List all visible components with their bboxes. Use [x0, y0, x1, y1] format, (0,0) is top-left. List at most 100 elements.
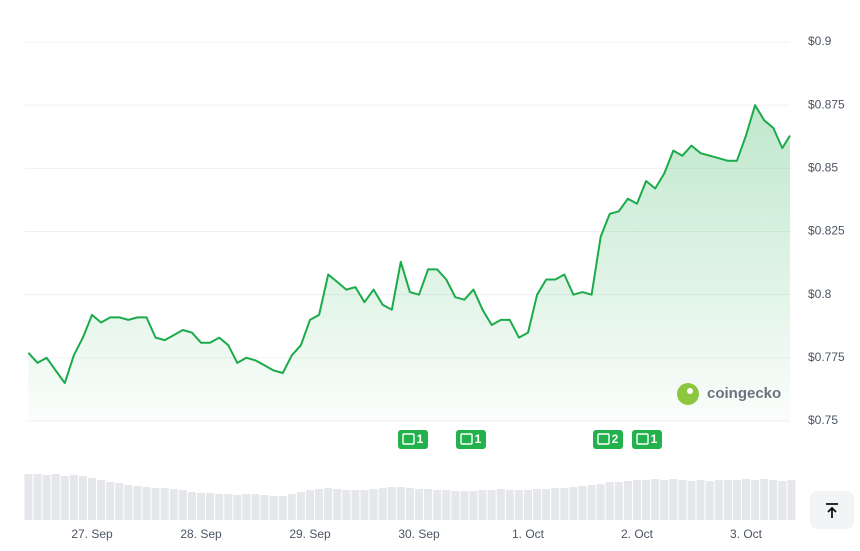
volume-bar [569, 487, 578, 520]
logo [677, 383, 699, 405]
volume [24, 474, 796, 520]
badge-count: 1 [475, 432, 482, 446]
y-tick-label: $0.85 [808, 161, 838, 175]
volume-bar [197, 493, 205, 520]
volume-bar [369, 489, 378, 520]
volume-bar [215, 494, 224, 520]
volume-bar [378, 488, 387, 520]
badge-count: 1 [651, 432, 658, 446]
volume-bar [760, 479, 769, 520]
volume-bar [633, 480, 641, 520]
volume-bar [778, 481, 787, 520]
volume-bar [97, 480, 106, 520]
volume-bar [478, 490, 487, 520]
news-badge[interactable]: 2 [593, 430, 623, 449]
volume-bar [187, 492, 196, 520]
x-tick-label: 27. Sep [71, 527, 113, 541]
volume-bar [260, 495, 269, 520]
volume-bar [469, 491, 478, 520]
news-badge[interactable]: 1 [456, 430, 486, 449]
badge-icon [597, 433, 610, 445]
volume-bar [660, 480, 669, 520]
volume-bar [723, 480, 732, 520]
volume-bar [115, 483, 124, 520]
volume-bar [460, 491, 469, 520]
volume-bar [487, 490, 496, 520]
volume-bar [787, 480, 796, 520]
x-tick-label: 30. Sep [398, 527, 440, 541]
plot [27, 104, 791, 421]
volume-bar [742, 479, 750, 520]
arrow-icon [826, 503, 838, 518]
y-tick-label: $0.875 [808, 97, 845, 111]
volume-bar [424, 489, 433, 520]
volume-bar [696, 480, 705, 520]
volume-bar [714, 480, 723, 520]
area [28, 105, 790, 421]
news-badge[interactable]: 1 [398, 430, 428, 449]
volume-bar [687, 481, 696, 520]
volume-bar [496, 489, 505, 520]
volume-bar [732, 480, 741, 520]
x-tick-label: 1. Oct [512, 527, 545, 541]
volume-bar [451, 491, 460, 520]
volume-bar [296, 492, 305, 520]
volume-bar [69, 475, 78, 520]
scroll-top-button[interactable] [810, 491, 854, 529]
volume-bar [342, 490, 351, 520]
volume-bar [78, 476, 87, 520]
logo-eye [687, 388, 693, 394]
volume-bar [560, 488, 569, 520]
x-tick-label: 29. Sep [289, 527, 331, 541]
volume-bar [669, 479, 678, 520]
volume-bar [151, 488, 160, 520]
volume-bar [306, 490, 314, 520]
volume-bar [233, 495, 242, 520]
volume-bar [60, 476, 69, 520]
price-line [27, 104, 791, 385]
volume-bar [623, 481, 632, 520]
volume-bar [287, 494, 296, 520]
volume-bar [651, 479, 660, 520]
volume-bar [206, 493, 215, 520]
volume-bar [242, 494, 251, 520]
volume-bar [142, 487, 151, 520]
badge-count: 1 [417, 432, 424, 446]
x-tick-label: 28. Sep [180, 527, 222, 541]
volume-bar [33, 474, 42, 520]
volume-bar [442, 490, 451, 520]
volume-bar [551, 488, 560, 520]
y-tick-label: $0.825 [808, 224, 845, 238]
volume-bar [405, 488, 414, 520]
volume-bar [24, 474, 33, 520]
news-badge[interactable]: 1 [632, 430, 662, 449]
y-tick-label: $0.9 [808, 34, 832, 48]
volume-bar [133, 486, 142, 520]
volume-bar [596, 484, 605, 520]
volume-bar [333, 489, 342, 520]
volume-bar [415, 489, 423, 520]
volume-bar [178, 490, 187, 520]
badge-count: 2 [612, 432, 619, 446]
volume-bar [224, 494, 233, 520]
volume-bar [505, 490, 514, 520]
volume-bar [324, 488, 333, 520]
y-tick-label: $0.8 [808, 287, 832, 301]
volume-bar [533, 489, 542, 520]
volume-bar [106, 482, 115, 520]
volume-bar [124, 485, 133, 520]
y-tick-label: $0.75 [808, 413, 838, 427]
volume-bar [42, 475, 51, 520]
watermark: coingecko [677, 383, 781, 405]
watermark-text: coingecko [707, 385, 781, 402]
volume-bar [578, 486, 587, 520]
volume-bar [678, 480, 687, 520]
volume-bar [269, 496, 278, 520]
badge-icon [460, 433, 473, 445]
volume-bar [542, 489, 551, 520]
volume-bar [642, 480, 651, 520]
badge-icon [636, 433, 649, 445]
volume-bar [433, 490, 442, 520]
volume-bar [614, 482, 623, 520]
volume-bar [587, 485, 596, 520]
